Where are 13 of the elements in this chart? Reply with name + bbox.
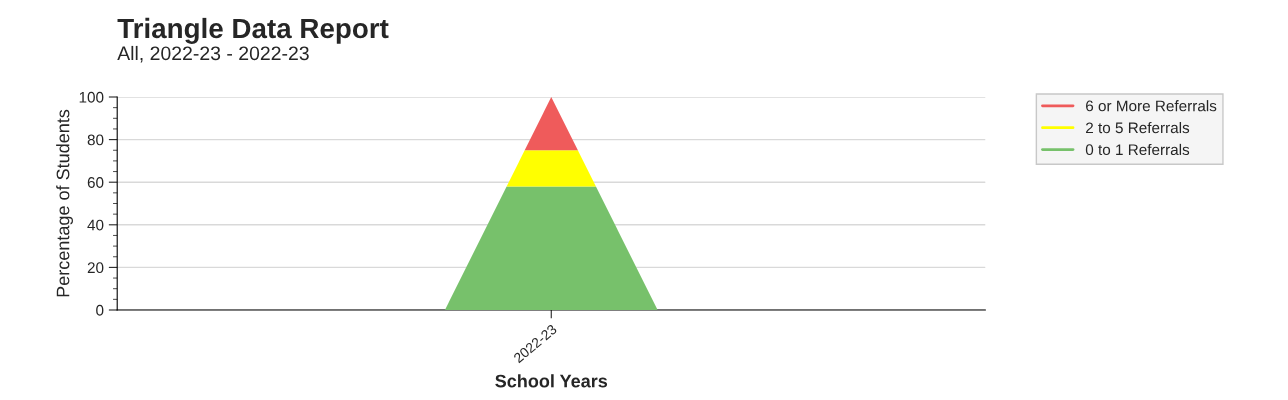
y-axis-title: Percentage of Students (56, 109, 73, 297)
y-tick-label: 60 (87, 177, 104, 188)
y-tick-label: 100 (79, 91, 104, 103)
chart-title: Triangle Data Report (117, 17, 389, 44)
y-tick-label: 0 (96, 304, 104, 316)
y-tick-label: 80 (87, 134, 104, 146)
legend-label: 0 to 1 Referrals (1085, 143, 1190, 156)
legend-label: 2 to 5 Referrals (1086, 121, 1190, 134)
y-tick-label: 40 (87, 219, 104, 231)
y-tick-label: 20 (87, 262, 104, 274)
x-axis-title: School Years (495, 374, 608, 388)
legend-label: 6 or More Referrals (1086, 100, 1217, 112)
chart-subtitle: All, 2022-23 - 2022-23 (117, 45, 309, 63)
